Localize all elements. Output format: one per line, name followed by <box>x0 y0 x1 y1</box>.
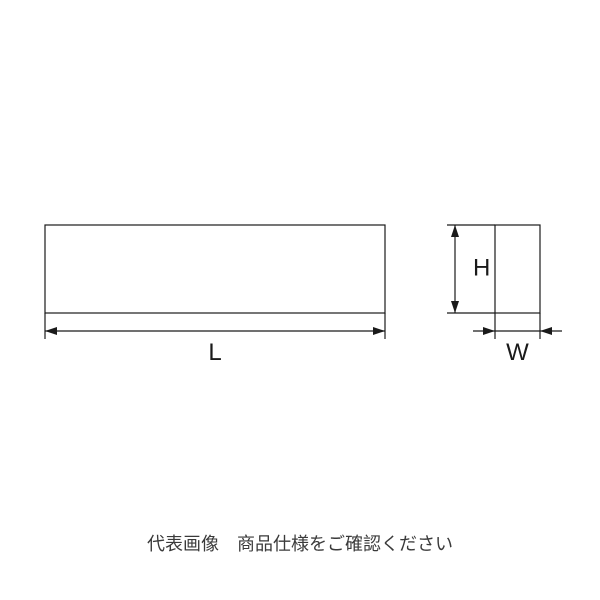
caption-text: 代表画像 商品仕様をご確認ください <box>0 530 600 556</box>
diagram-canvas: L H W 代表画像 商品仕様をご確認ください <box>0 0 600 600</box>
svg-text:W: W <box>506 339 529 366</box>
dimension-diagram: L H W <box>0 0 600 600</box>
svg-text:L: L <box>208 339 221 366</box>
svg-text:H: H <box>473 254 490 281</box>
